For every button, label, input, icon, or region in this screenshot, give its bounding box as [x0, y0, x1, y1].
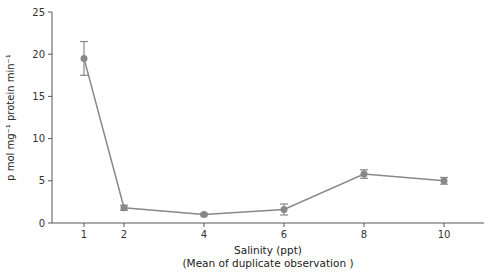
error-bar [360, 170, 368, 178]
y-tick-label: 10 [32, 133, 45, 144]
x-axis-label-line: Salinity (ppt) [234, 244, 302, 256]
y-tick-label: 0 [39, 218, 45, 229]
y-tick [48, 223, 52, 224]
x-tick [444, 223, 445, 227]
y-tick-label: 20 [32, 49, 45, 60]
x-tick [204, 223, 205, 227]
error-bar [80, 42, 88, 76]
page: {"chart_data": {"type": "line", "x": [1,… [0, 0, 500, 275]
plot-marks [80, 42, 448, 219]
y-tick [48, 12, 52, 13]
x-tick-label: 6 [281, 229, 287, 240]
x-tick [124, 223, 125, 227]
x-axis-label: Salinity (ppt)(Mean of duplicate observa… [183, 244, 354, 269]
x-axis-line [52, 223, 484, 224]
error-bar [280, 204, 288, 215]
x-tick-label: 8 [361, 229, 367, 240]
chart-container: 1 2 4 6 8 10 0 5 10 15 20 25 Salinity (ppt)(Mean of … [0, 0, 500, 275]
y-tick [48, 180, 52, 181]
data-line [84, 58, 444, 214]
error-bar [120, 205, 128, 210]
data-point [81, 55, 88, 62]
error-bar-cap [80, 41, 88, 42]
x-tick-label: 4 [201, 229, 207, 240]
y-tick-label: 5 [39, 175, 45, 186]
x-tick [284, 223, 285, 227]
data-point [281, 206, 288, 213]
error-bar-cap [360, 178, 368, 179]
y-axis-line [52, 12, 53, 223]
data-point [121, 204, 128, 211]
x-tick [84, 223, 85, 227]
error-bar [440, 177, 448, 184]
error-bar-cap [280, 214, 288, 215]
y-axis-label: p mol mg⁻¹ protein min⁻¹ [5, 54, 16, 181]
y-tick [48, 54, 52, 55]
error-bar-cap [360, 169, 368, 170]
error-bar-cap [280, 203, 288, 204]
chart-svg: 1 2 4 6 8 10 0 5 10 15 20 25 Salinity (ppt)(Mean of … [0, 0, 500, 275]
data-point [361, 171, 368, 178]
x-axis-label-line: (Mean of duplicate observation ) [183, 257, 354, 269]
y-tick [48, 96, 52, 97]
x-tick-label: 2 [121, 229, 127, 240]
data-point [441, 177, 448, 184]
x-tick-label: 1 [81, 229, 87, 240]
y-tick [48, 138, 52, 139]
x-tick [364, 223, 365, 227]
x-tick-label: 10 [438, 229, 451, 240]
y-tick-label: 25 [32, 7, 45, 18]
y-tick-label: 15 [32, 91, 45, 102]
data-point [201, 211, 208, 218]
error-bar-cap [80, 75, 88, 76]
